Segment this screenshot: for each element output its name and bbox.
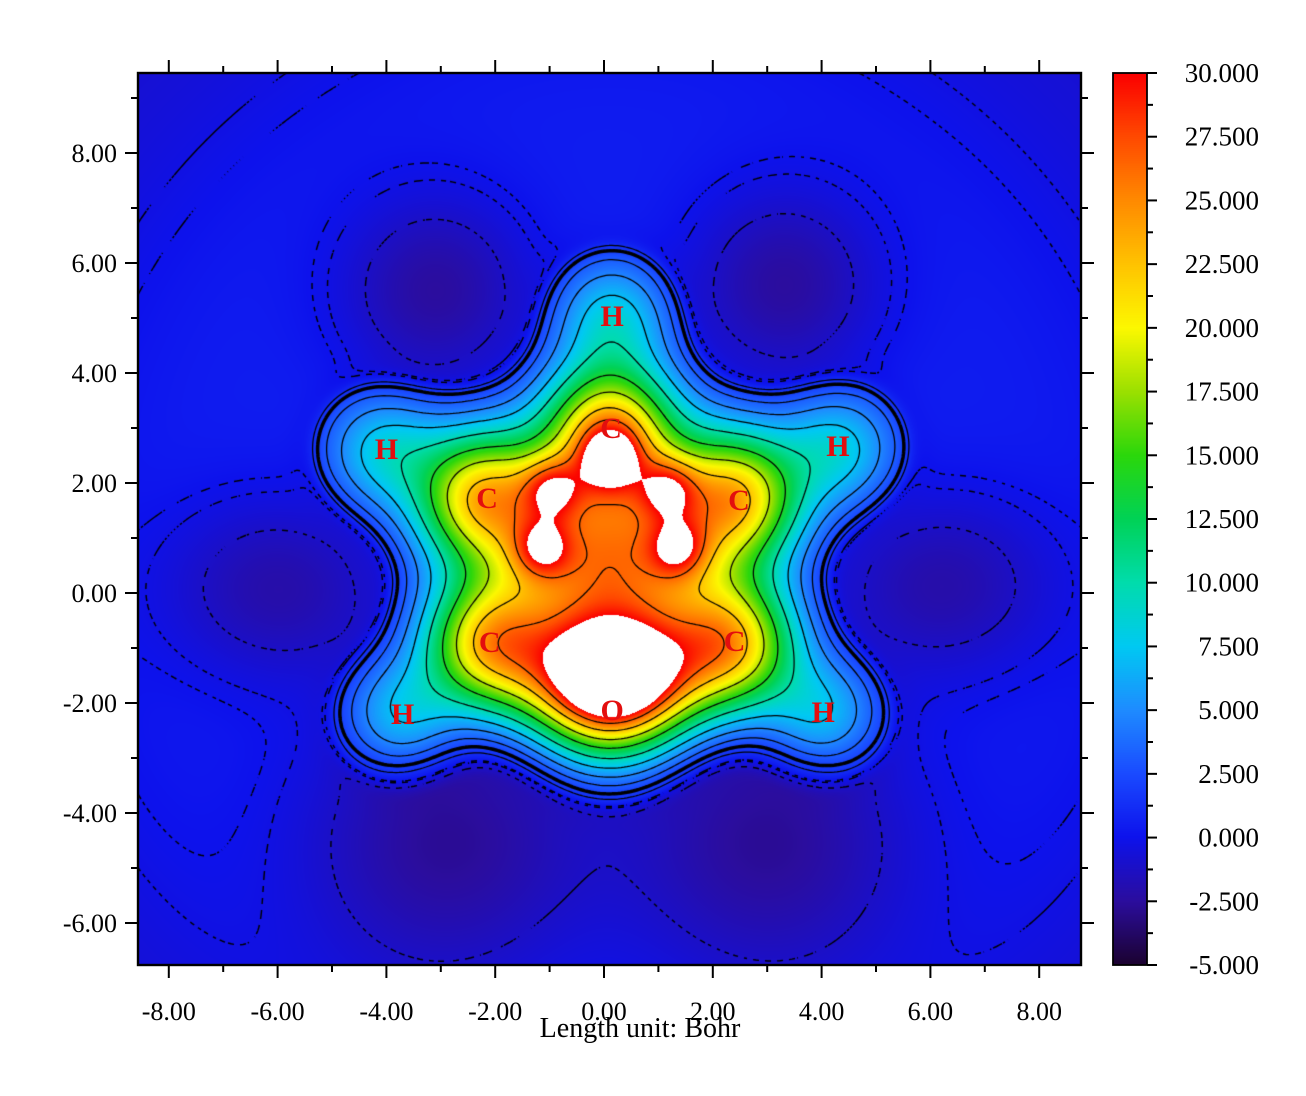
y-tick-label: 2.00: [72, 469, 118, 498]
colorbar-tick-label: -2.500: [1189, 886, 1259, 916]
atom-label-c-7: C: [723, 624, 746, 658]
colorbar-tick-label: 5.000: [1198, 695, 1259, 725]
atom-label-h-0: H: [600, 299, 624, 333]
atom-label-c-3: C: [728, 483, 750, 517]
x-tick-label: 8.00: [1016, 997, 1062, 1026]
x-tick-label: -2.00: [468, 997, 522, 1026]
colorbar-tick-label: 17.500: [1185, 377, 1259, 407]
atom-label-h-4: H: [374, 432, 399, 466]
y-tick-label: 0.00: [72, 579, 118, 608]
atom-label-h-10: H: [811, 695, 835, 729]
colorbar-tick-label: 0.000: [1198, 823, 1259, 853]
colorbar-tick-label: 22.500: [1185, 249, 1259, 279]
colorbar-tick-label: 7.500: [1198, 631, 1259, 661]
colorbar-tick-label: -5.000: [1189, 950, 1259, 980]
atom-label-h-5: H: [826, 429, 850, 463]
colorbar-tick-label: 2.500: [1198, 759, 1259, 789]
atom-label-c-1: C: [600, 411, 622, 445]
atom-label-c-6: C: [478, 625, 501, 659]
atom-label-h-9: H: [391, 697, 415, 731]
colorbar-tick-label: 20.000: [1185, 313, 1259, 343]
colorbar-tick-label: 15.000: [1185, 440, 1259, 470]
y-tick-label: 4.00: [72, 359, 118, 388]
x-tick-label: 4.00: [799, 997, 845, 1026]
colorbar-tick-label: 10.000: [1185, 568, 1259, 598]
x-tick-label: -6.00: [251, 997, 305, 1026]
y-tick-label: -4.00: [63, 799, 117, 828]
contour-plot-canvas: [138, 73, 1081, 965]
colorbar-tick-label: 25.000: [1185, 185, 1259, 215]
y-tick-label: 6.00: [72, 249, 118, 278]
x-tick-label: -4.00: [359, 997, 413, 1026]
y-tick-label: -6.00: [63, 909, 117, 938]
colorbar-tick-label: 27.500: [1185, 122, 1259, 152]
atom-label-c-2: C: [476, 481, 498, 515]
colorbar-gradient: [1113, 73, 1147, 965]
colorbar-tick-label: 12.500: [1185, 504, 1259, 534]
x-axis-label: Length unit: Bohr: [539, 1013, 741, 1044]
y-tick-label: 8.00: [72, 139, 118, 168]
atom-label-o-8: O: [600, 693, 624, 727]
y-tick-label: -2.00: [63, 689, 117, 718]
x-tick-label: 6.00: [908, 997, 954, 1026]
x-tick-label: -8.00: [142, 997, 196, 1026]
colorbar-tick-label: 30.000: [1185, 58, 1259, 88]
